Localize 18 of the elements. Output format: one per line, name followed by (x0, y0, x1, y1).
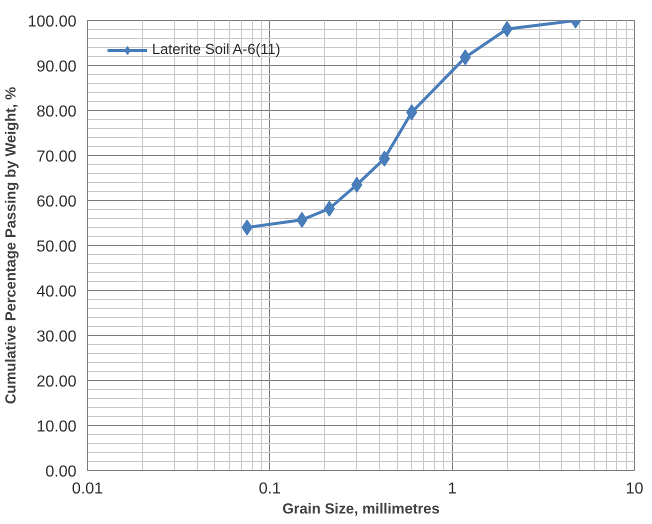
y-tick-label: 10.00 (36, 418, 77, 436)
y-tick-label: 100.00 (28, 14, 77, 30)
y-tick-label: 20.00 (36, 374, 77, 390)
x-tick-label: 0.01 (72, 480, 104, 498)
y-axis-title: Cumulative Percentage Passing by Weight, % (4, 86, 20, 404)
y-tick-label: 50.00 (36, 238, 77, 256)
y-tick-label: 90.00 (36, 58, 77, 76)
x-tick-label: 10 (626, 480, 644, 498)
x-tick-label: 1 (448, 480, 457, 498)
y-tick-label: 60.00 (36, 194, 77, 210)
y-tick-label: 70.00 (36, 148, 77, 166)
x-tick-label: 0.1 (258, 480, 282, 498)
y-tick-label: 30.00 (36, 328, 77, 346)
legend-label: Laterite Soil A-6(11) (152, 42, 280, 58)
x-axis-title: Grain Size, millimetres (282, 502, 440, 518)
y-tick-label: 40.00 (36, 284, 77, 300)
y-tick-label: 0.00 (45, 464, 77, 480)
y-tick-label: 80.00 (36, 104, 77, 120)
